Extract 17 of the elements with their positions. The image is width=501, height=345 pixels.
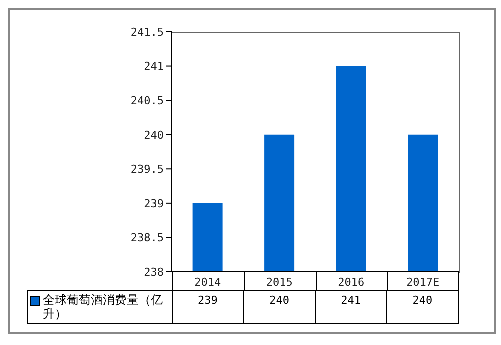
- y-tick-label: 238.5: [130, 232, 164, 245]
- y-tick-label: 241.5: [130, 26, 164, 39]
- legend-label: 全球葡萄酒消费量（亿升）: [43, 293, 164, 321]
- x-tick-label: 2016: [338, 276, 365, 289]
- data-label: 241: [340, 294, 362, 307]
- y-tick-label: 240.5: [130, 94, 164, 108]
- y-tick-label: 238: [144, 266, 164, 279]
- y-tick-label: 239: [144, 197, 164, 210]
- y-tick-label: 239.5: [130, 163, 164, 176]
- data-label: 240: [412, 294, 434, 307]
- data-label: 239: [197, 294, 219, 307]
- y-tick-label: 240: [144, 128, 164, 142]
- x-tick-label: 2015: [266, 276, 293, 289]
- x-tick-label: 2017E: [406, 276, 440, 289]
- x-tick-label: 2014: [194, 276, 222, 289]
- data-label: 240: [268, 294, 290, 307]
- y-tick-label: 241: [144, 60, 164, 74]
